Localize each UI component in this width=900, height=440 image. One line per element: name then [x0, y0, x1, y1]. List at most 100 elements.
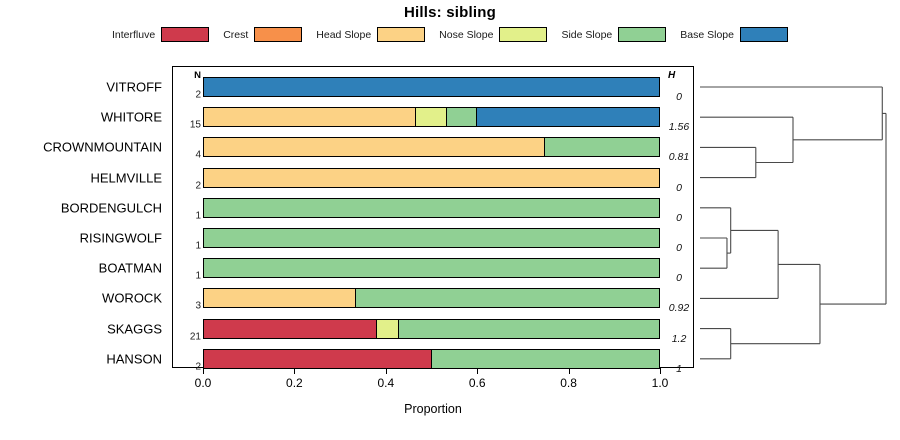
n-value: 3	[195, 300, 201, 312]
legend-item-label: Interfluve	[112, 28, 156, 41]
bar-segment	[204, 78, 659, 96]
n-value: 2	[195, 361, 201, 373]
bar-row	[203, 107, 660, 128]
y-axis-label: CROWNMOUNTAIN	[43, 139, 162, 155]
legend: Interfluve Crest Head Slope Nose Slope Side …	[0, 27, 900, 42]
bar-row	[203, 348, 660, 369]
h-column: H 0 1.56 0.81 0 0 0 0 0.92 1.2 1	[662, 66, 694, 375]
y-axis-label: HELMVILLE	[90, 170, 162, 186]
n-value: 1	[195, 210, 201, 222]
h-value: 0	[676, 181, 682, 194]
x-axis-tick	[568, 368, 570, 374]
bar-row	[203, 197, 660, 218]
n-value: 15	[189, 119, 201, 131]
dendrogram-svg	[700, 86, 887, 360]
x-axis-tick	[294, 368, 296, 374]
y-axis-labels: VITROFF WHITORE CROWNMOUNTAIN HELMVILLE BORD…	[0, 66, 168, 368]
x-axis: 0.0 0.2 0.4 0.6 0.8 1.0	[195, 368, 668, 390]
x-axis-tick	[477, 368, 479, 374]
h-value: 0.81	[668, 151, 690, 164]
n-value: 2	[195, 89, 201, 101]
legend-swatch	[161, 27, 210, 42]
n-value: 4	[195, 149, 201, 161]
n-column: N 2 15 4 2 1 1 1 3 21 2	[176, 66, 202, 372]
page-title: Hills: sibling	[404, 4, 496, 21]
x-axis-tick-label: 1.0	[651, 376, 669, 390]
bar-segment	[477, 108, 659, 127]
x-axis-tick	[660, 368, 661, 374]
x-axis-tick-label: 0.2	[286, 376, 303, 390]
h-value: 0.92	[668, 302, 690, 315]
bar-segment	[204, 108, 417, 127]
bar-segment	[204, 349, 432, 368]
n-column-header: N	[194, 70, 201, 81]
bar-segment	[355, 289, 659, 308]
bar-segment	[204, 198, 659, 217]
h-column-header: H	[668, 70, 676, 81]
bar-row	[203, 318, 660, 339]
legend-swatch	[739, 27, 788, 42]
bar-segment	[399, 319, 659, 338]
x-axis-tick-label: 0.0	[194, 376, 212, 390]
legend-swatch	[499, 27, 548, 42]
bar-segment	[204, 259, 659, 278]
legend-swatch	[618, 27, 667, 42]
bar-segment	[377, 319, 400, 338]
x-axis-tick-label: 0.4	[377, 376, 395, 390]
h-value: 1.56	[668, 121, 690, 134]
legend-item: Base Slope	[680, 27, 788, 42]
legend-item-label: Crest	[223, 28, 249, 41]
legend-item: Crest	[223, 27, 303, 42]
bar-segment	[431, 349, 659, 368]
h-value: 1.2	[671, 332, 687, 345]
legend-item-label: Base Slope	[680, 28, 734, 41]
y-axis-label: HANSON	[106, 351, 162, 367]
legend-item-label: Side Slope	[561, 28, 613, 41]
legend-item-label: Nose Slope	[439, 28, 494, 41]
bar-segment	[204, 138, 546, 157]
bar-row	[203, 137, 660, 158]
x-axis-tick-label: 0.6	[468, 376, 486, 390]
y-axis-label: SKAGGS	[107, 321, 162, 337]
bar-segment	[416, 108, 447, 127]
x-axis-line	[203, 368, 660, 369]
legend-swatch	[377, 27, 426, 42]
bar-row	[203, 167, 660, 188]
legend-item: Head Slope	[316, 27, 426, 42]
y-axis-label: VITROFF	[106, 79, 162, 95]
bar-row	[203, 258, 660, 279]
x-axis-tick	[203, 368, 204, 374]
h-value: 0	[676, 272, 682, 285]
n-value: 21	[189, 331, 201, 343]
x-axis-tick-label: 0.8	[560, 376, 577, 390]
bar-row	[203, 228, 660, 248]
h-value: 0	[676, 91, 682, 103]
bar-segment	[204, 319, 378, 338]
bar-segment	[204, 168, 659, 187]
legend-item: Side Slope	[561, 27, 667, 42]
n-value: 2	[195, 180, 201, 192]
x-axis-tick	[385, 368, 387, 374]
y-axis-label: WHITORE	[100, 109, 162, 125]
h-value: 0	[676, 211, 682, 224]
bar-segment	[446, 108, 478, 127]
n-value: 1	[195, 270, 201, 282]
bar-row	[203, 288, 660, 309]
legend-swatch	[254, 27, 303, 42]
y-axis-label: RISINGWOLF	[79, 230, 162, 246]
bar-segment	[204, 289, 356, 308]
legend-item-label: Head Slope	[316, 28, 372, 41]
n-value: 1	[195, 240, 201, 252]
legend-item: Nose Slope	[439, 27, 548, 42]
x-axis-title: Proportion	[404, 402, 462, 416]
h-value: 1	[676, 362, 682, 375]
y-axis-label: BORDENGULCH	[60, 200, 162, 216]
dendrogram	[700, 66, 896, 368]
y-axis-label: WOROCK	[102, 290, 162, 306]
bar-segment	[545, 138, 659, 157]
y-axis-label: BOATMAN	[98, 260, 162, 276]
bar-segment	[204, 229, 659, 247]
h-value: 0	[676, 242, 682, 254]
